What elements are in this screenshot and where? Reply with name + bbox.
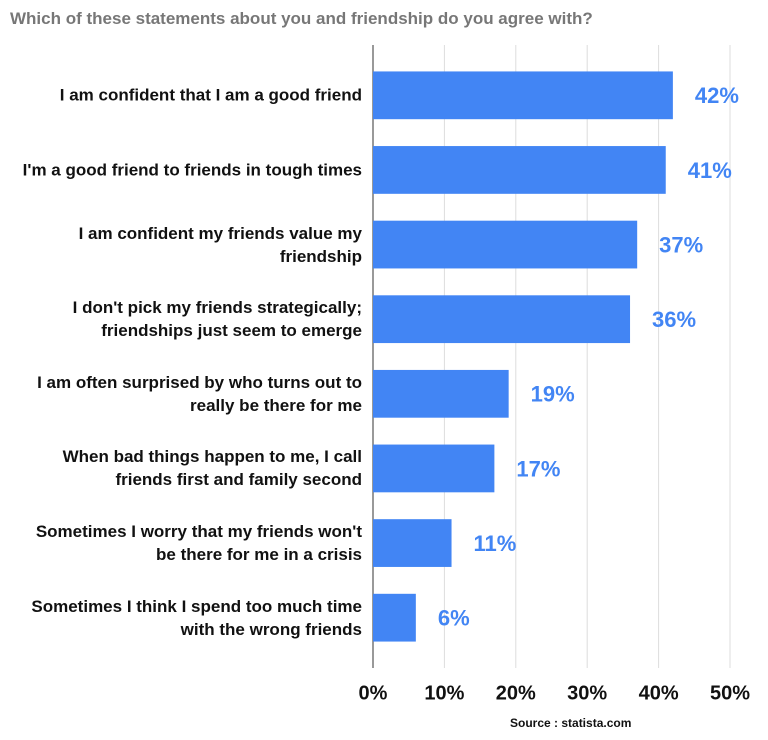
bar bbox=[373, 220, 638, 269]
value-label: 19% bbox=[531, 382, 575, 407]
value-label: 36% bbox=[652, 307, 696, 332]
category-label: I am often surprised by who turns out to… bbox=[37, 372, 362, 415]
bar bbox=[373, 146, 666, 194]
bar bbox=[373, 519, 452, 567]
category-label: When bad things happen to me, I call fri… bbox=[62, 447, 362, 490]
value-label: 41% bbox=[688, 158, 732, 183]
value-label: 37% bbox=[659, 232, 703, 257]
bar bbox=[373, 295, 631, 344]
x-tick-label: 50% bbox=[710, 682, 750, 704]
chart-title: Which of these statements about you and … bbox=[10, 9, 593, 28]
category-label: I'm a good friend to friends in tough ti… bbox=[22, 160, 362, 180]
value-label: 17% bbox=[516, 456, 560, 481]
value-label: 11% bbox=[474, 531, 517, 556]
x-tick-label: 10% bbox=[424, 682, 464, 704]
category-label: Sometimes I worry that my friends won't … bbox=[35, 522, 362, 565]
bar bbox=[373, 71, 673, 120]
value-label: 6% bbox=[438, 606, 470, 631]
value-label: 42% bbox=[695, 83, 739, 108]
bar bbox=[373, 369, 509, 418]
x-tick-label: 0% bbox=[359, 682, 388, 704]
category-label: I am confident that I am a good friend bbox=[59, 85, 362, 105]
bar bbox=[373, 444, 495, 493]
x-tick-label: 30% bbox=[567, 682, 607, 704]
category-label: I am confident my friends value my frien… bbox=[78, 223, 362, 266]
x-tick-label: 40% bbox=[639, 682, 679, 704]
source: Source : statista.com bbox=[510, 716, 632, 730]
x-tick-label: 20% bbox=[496, 682, 536, 704]
category-label: I don't pick my friends strategically; f… bbox=[72, 298, 362, 341]
category-label: Sometimes I think I spend too much time … bbox=[31, 596, 362, 639]
bar bbox=[373, 593, 416, 642]
